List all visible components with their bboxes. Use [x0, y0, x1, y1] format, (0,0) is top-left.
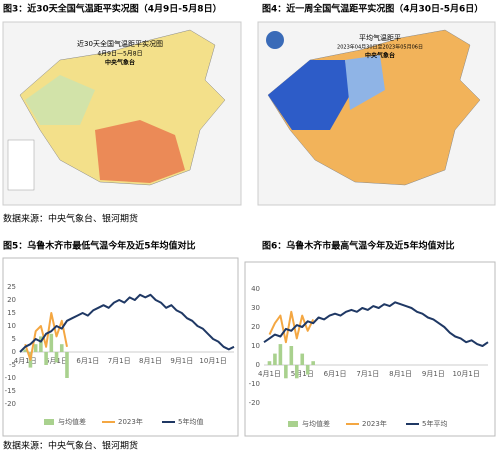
legend-label: 5年平均 [422, 419, 447, 428]
y-tick-label: 20 [251, 323, 260, 331]
x-tick-label: 9月1日 [422, 370, 445, 378]
legend-label: 2023年 [118, 417, 143, 426]
bar [33, 344, 38, 352]
map-source: 中央气象台 [365, 52, 395, 60]
x-tick-label: 7月1日 [108, 357, 131, 365]
line-series [263, 301, 489, 347]
map-region [95, 120, 185, 183]
bar [305, 365, 310, 375]
y-tick-label: -20 [249, 399, 260, 407]
y-tick-label: 0 [12, 348, 16, 356]
bar [294, 365, 299, 379]
bar [278, 344, 283, 365]
map-subtitle: 4月9日—5月8日 [97, 51, 142, 58]
map-title: 平均气温距平 [359, 33, 401, 42]
legend-label: 与均值差 [302, 419, 330, 428]
source-note: 数据来源：中央气象台、银河期货 [3, 440, 138, 452]
chart-frame [244, 261, 496, 437]
logo [266, 31, 284, 49]
y-tick-label: -5 [9, 361, 16, 369]
bar [44, 352, 48, 365]
bar [273, 353, 277, 365]
y-tick-label: 30 [251, 304, 260, 312]
y-tick-label: 15 [7, 309, 16, 317]
figure-caption: 图6：乌鲁木齐市最高气温今年及近5年均值对比 [262, 240, 455, 252]
y-tick-label: 40 [251, 285, 260, 293]
map-subtitle: 2023年04月30日至2023年05月06日 [337, 44, 423, 51]
line-series [19, 293, 235, 353]
chart-frame [2, 257, 239, 437]
y-tick-label: -10 [5, 374, 16, 382]
legend-swatch [288, 421, 298, 427]
legend-swatch [44, 419, 54, 425]
bar [284, 365, 288, 379]
x-tick-label: 7月1日 [356, 370, 379, 378]
figure-caption: 图4：近一周全国气温距平实况图（4月30日-5月6日） [262, 3, 483, 15]
y-tick-label: -15 [5, 387, 16, 395]
y-tick-label: 10 [7, 322, 16, 330]
x-tick-label: 10月1日 [199, 357, 226, 365]
bar [311, 361, 315, 365]
map-source: 中央气象台 [105, 59, 135, 67]
bar [267, 361, 272, 365]
source-note: 数据来源：中央气象台、银河期货 [3, 213, 138, 225]
bar [65, 352, 69, 378]
bar [300, 353, 305, 365]
x-tick-label: 6月1日 [76, 357, 99, 365]
map-region [345, 55, 385, 110]
x-tick-label: 10月1日 [452, 370, 479, 378]
bar [23, 349, 28, 352]
line-series [268, 310, 315, 344]
map-title: 近30天全国气温距平实况图 [77, 39, 163, 48]
x-tick-label: 8月1日 [389, 370, 412, 378]
map-region [268, 60, 350, 130]
x-tick-label: 9月1日 [170, 357, 193, 365]
legend-label: 与均值差 [58, 417, 86, 426]
y-tick-label: -20 [5, 400, 16, 408]
line-series [24, 312, 68, 361]
y-tick-label: -10 [249, 380, 260, 388]
x-tick-label: 4月1日 [258, 370, 281, 378]
y-tick-label: 20 [7, 296, 16, 304]
figure-caption: 图5：乌鲁木齐市最低气温今年及近5年均值对比 [3, 240, 196, 252]
bar [289, 346, 294, 365]
x-tick-label: 4月1日 [14, 357, 37, 365]
y-tick-label: 10 [251, 342, 260, 350]
bar [54, 352, 59, 363]
map-legend [7, 139, 35, 191]
bar [49, 333, 54, 352]
y-tick-label: 0 [256, 361, 260, 369]
bar [59, 344, 64, 352]
x-tick-label: 6月1日 [324, 370, 347, 378]
legend-label: 5年均值 [178, 417, 203, 426]
x-tick-label: 8月1日 [139, 357, 162, 365]
bar [39, 336, 43, 352]
figure-caption: 图3：近30天全国气温距平实况图（4月9日-5月8日） [3, 3, 222, 15]
x-tick-label: 5月1日 [291, 370, 314, 378]
y-tick-label: 5 [12, 335, 16, 343]
legend-label: 2023年 [362, 419, 387, 428]
map-region [25, 75, 95, 125]
y-tick-label: 25 [7, 283, 16, 291]
